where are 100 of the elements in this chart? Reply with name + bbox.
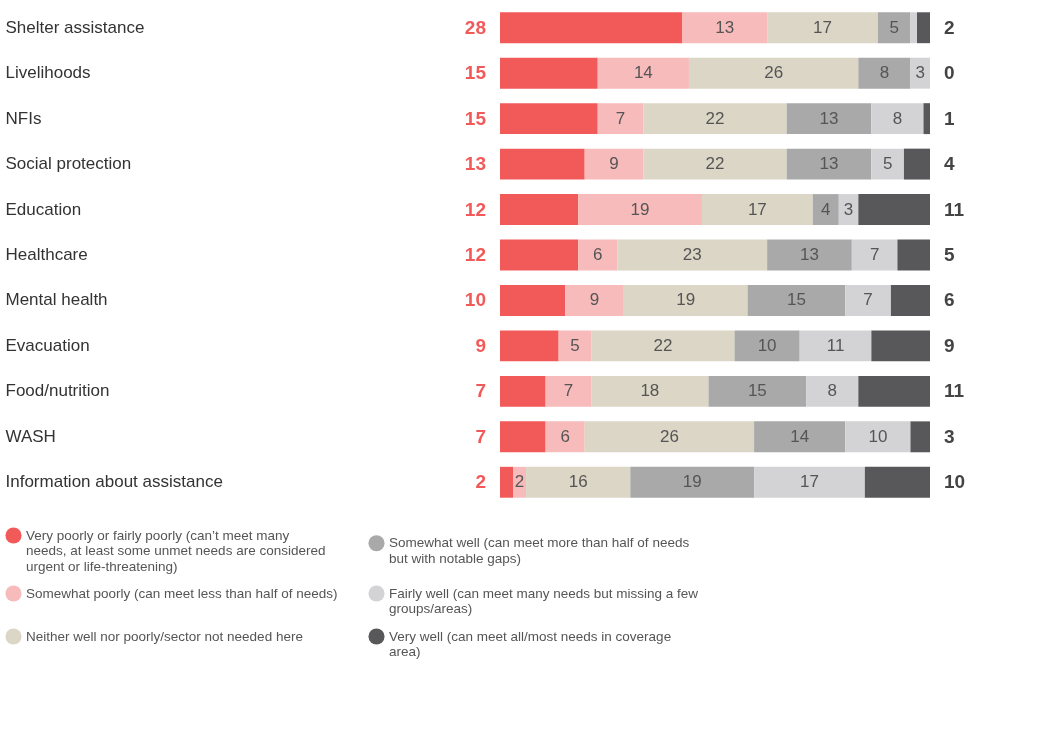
bar (545, 421, 585, 453)
data-label: 19 (682, 472, 702, 492)
bar (578, 239, 618, 271)
bar (851, 239, 898, 271)
data-label: 14 (633, 63, 653, 83)
data-label: 10 (944, 471, 966, 493)
legend-label: Somewhat poorly (can meet less than half of needs) (26, 585, 338, 601)
data-label: 16 (568, 472, 588, 492)
data-label: 5 (889, 17, 899, 37)
data-label: 28 (464, 16, 486, 38)
bar (500, 466, 514, 498)
data-label: 4 (821, 199, 831, 219)
bar (754, 421, 846, 453)
bar (597, 57, 689, 89)
bar (910, 57, 930, 89)
data-label: 13 (800, 245, 819, 264)
bar (858, 57, 911, 89)
bar (682, 12, 768, 44)
data-label: 5 (882, 154, 893, 174)
data-label: 2 (944, 16, 955, 38)
data-label: 22 (653, 335, 673, 355)
data-label: 26 (764, 63, 784, 83)
data-label: 7 (869, 245, 880, 264)
legend-label: Somewhat well (can meet more than half of needs but with notable gaps) (389, 535, 690, 566)
bar (500, 375, 546, 407)
bar (864, 466, 930, 498)
bar (897, 239, 930, 271)
legend-label: Very well (can meet all/most needs in coverage area) (389, 628, 672, 659)
bar (806, 375, 859, 407)
bar (578, 194, 702, 225)
data-label: 7 (615, 108, 626, 128)
data-label: 3 (944, 425, 955, 447)
bar (845, 421, 911, 453)
data-label: 17 (747, 199, 767, 219)
bar (630, 466, 755, 498)
data-label: 7 (563, 381, 574, 401)
data-label: 7 (475, 380, 486, 402)
bar (845, 285, 891, 316)
bar (500, 57, 598, 89)
data-label: 11 (944, 380, 965, 402)
y-tick-label: Information about assistance (5, 472, 223, 492)
y-tick-label: Evacuation (5, 335, 90, 355)
bar (858, 375, 930, 407)
bar (734, 330, 800, 362)
data-label: 13 (715, 17, 735, 37)
data-label: 9 (589, 290, 600, 310)
bar (916, 12, 930, 44)
bar (584, 421, 755, 453)
bar (617, 239, 768, 271)
data-label: 19 (676, 290, 696, 310)
bar (923, 103, 930, 135)
bar (786, 103, 872, 135)
bar (871, 148, 904, 180)
data-label: 9 (609, 154, 619, 174)
bar (812, 194, 839, 225)
data-label: 1 (944, 107, 955, 129)
y-tick-label: Shelter assistance (5, 17, 145, 37)
data-label: 6 (592, 245, 603, 264)
data-label: 11 (944, 198, 965, 220)
bar (903, 148, 930, 180)
bar (500, 330, 559, 362)
bar (500, 421, 546, 453)
bar (597, 103, 644, 135)
bar (500, 194, 579, 225)
data-label: 8 (879, 63, 890, 83)
data-label: 22 (705, 154, 725, 174)
data-label: 3 (843, 199, 854, 219)
data-label: 15 (464, 62, 487, 84)
data-label: 13 (819, 154, 839, 174)
data-label: 2 (475, 471, 486, 493)
data-label: 10 (464, 289, 486, 311)
data-label: 5 (570, 335, 580, 355)
bar (545, 375, 592, 407)
data-label: 17 (813, 17, 832, 37)
bar (500, 285, 566, 316)
data-label: 8 (892, 108, 903, 128)
y-tick-label: Social protection (5, 154, 132, 174)
legend-label: Very poorly or fairly poorly (can’t meet many needs, at least some unmet needs are considered urgent or life-threatening) (26, 527, 326, 574)
data-label: 3 (915, 63, 925, 83)
bar (558, 330, 592, 362)
bar (643, 103, 787, 135)
legend-label: Neither well nor poorly/sector not needed here (26, 628, 303, 644)
data-label: 18 (640, 381, 660, 401)
bar (500, 12, 683, 44)
data-label: 8 (827, 381, 838, 401)
bar (688, 57, 859, 89)
bar (747, 285, 846, 316)
bar (584, 148, 644, 180)
data-label: 5 (944, 244, 955, 265)
bar (701, 194, 813, 225)
data-label: 10 (757, 335, 777, 355)
data-label: 2 (514, 472, 525, 492)
data-label: 23 (682, 245, 702, 264)
data-label: 13 (464, 153, 486, 175)
bar (565, 285, 624, 316)
bar (799, 330, 872, 362)
y-tick-label: Healthcare (5, 245, 88, 264)
bar (623, 285, 748, 316)
bar (858, 194, 930, 225)
bar (643, 148, 787, 180)
